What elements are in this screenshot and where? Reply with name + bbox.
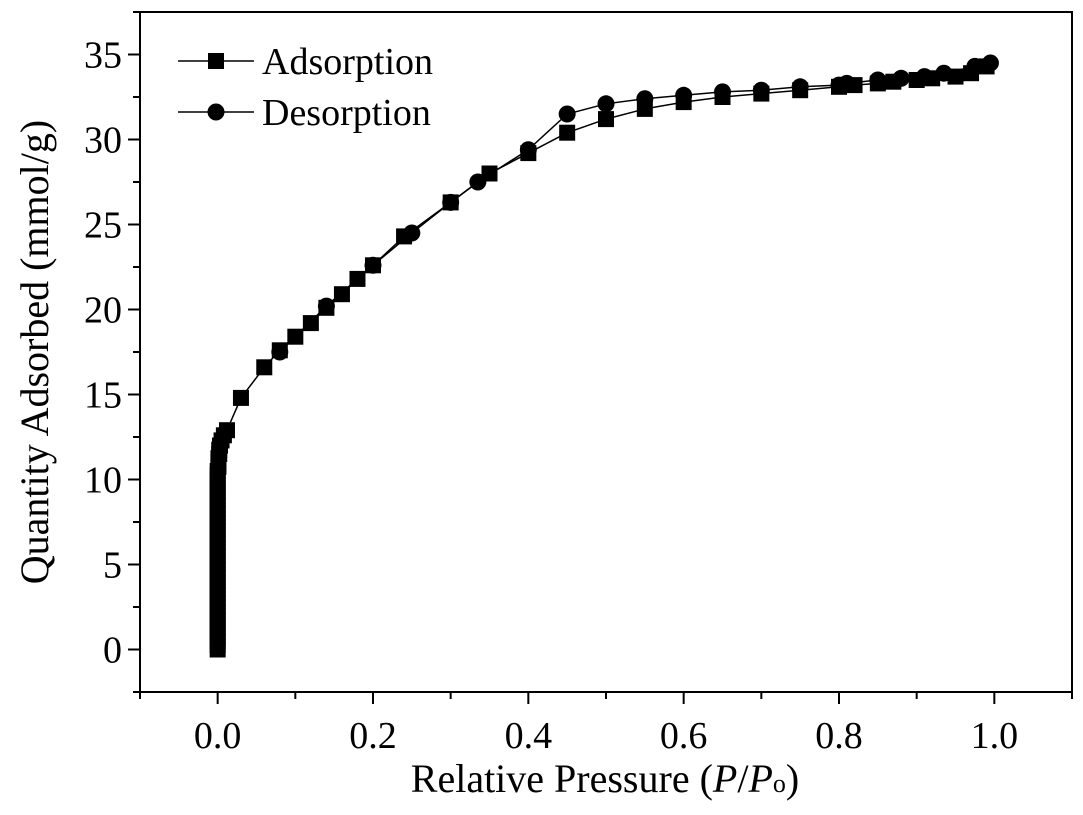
y-tick-label: 35 <box>84 35 122 77</box>
x-tick-label: 0.2 <box>349 715 397 757</box>
adsorption-point <box>598 111 614 127</box>
desorption-point <box>636 90 653 107</box>
legend-marker-circle <box>208 104 225 121</box>
y-tick-label: 25 <box>84 205 122 247</box>
x-tick-label: 0.0 <box>194 715 242 757</box>
desorption-point <box>753 82 770 99</box>
x-axis-ticks: 0.0 0.2 0.4 0.6 0.8 1.0 <box>140 692 1072 757</box>
desorption-point <box>442 194 459 211</box>
desorption-point <box>714 83 731 100</box>
desorption-point <box>520 141 537 158</box>
adsorption-point <box>559 125 575 141</box>
y-tick-label: 5 <box>103 545 122 587</box>
x-tick-label: 0.8 <box>815 715 863 757</box>
adsorption-point <box>233 390 249 406</box>
desorption-point <box>469 174 486 191</box>
y-axis-title: Quantity Adsorbed (mmol/g) <box>12 120 57 584</box>
adsorption-point <box>219 422 235 438</box>
y-tick-label: 20 <box>84 290 122 332</box>
adsorption-point <box>256 359 272 375</box>
desorption-point <box>893 70 910 87</box>
x-tick-label: 1.0 <box>971 715 1019 757</box>
x-tick-label: 0.4 <box>505 715 553 757</box>
desorption-point <box>916 68 933 85</box>
y-axis-ticks: 0 5 10 15 20 25 30 35 <box>84 12 140 692</box>
desorption-point <box>982 55 999 72</box>
legend-label-desorption: Desorption <box>262 92 431 134</box>
desorption-point <box>831 77 848 94</box>
desorption-point <box>598 95 615 112</box>
desorption-point <box>318 298 335 315</box>
x-tick-label: 0.6 <box>660 715 708 757</box>
legend-label-adsorption: Adsorption <box>262 41 433 83</box>
legend: Adsorption Desorption <box>178 41 433 134</box>
series-layer <box>210 55 999 658</box>
y-tick-label: 15 <box>84 375 122 417</box>
adsorption-line <box>218 66 987 649</box>
desorption-point <box>271 344 288 361</box>
adsorption-point <box>334 286 350 302</box>
desorption-point <box>935 65 952 82</box>
desorption-point <box>966 58 983 75</box>
desorption-point <box>792 78 809 95</box>
y-tick-label: 0 <box>103 630 122 672</box>
y-tick-label: 30 <box>84 120 122 162</box>
adsorption-point <box>303 315 319 331</box>
desorption-point <box>403 225 420 242</box>
y-tick-label: 10 <box>84 460 122 502</box>
legend-marker-square <box>208 53 224 69</box>
x-axis-title: Relative Pressure (P/Po) <box>411 756 799 801</box>
desorption-point <box>675 87 692 104</box>
desorption-point <box>559 106 576 123</box>
desorption-point <box>869 72 886 89</box>
desorption-point <box>365 257 382 274</box>
